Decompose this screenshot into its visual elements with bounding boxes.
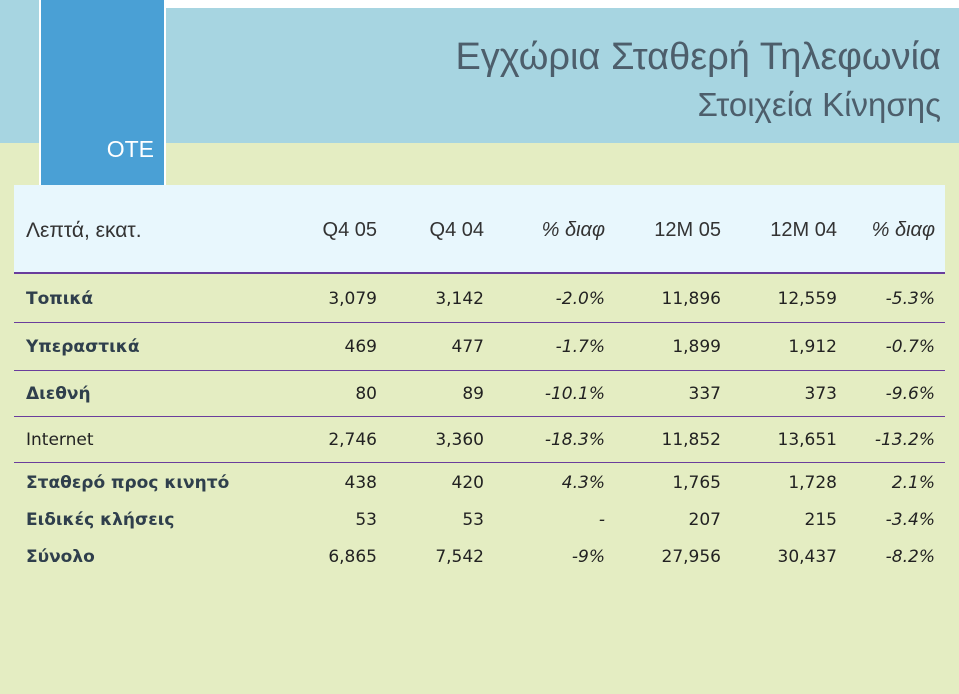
header-label: Λεπτά, εκατ. xyxy=(26,219,142,242)
row-label: Σύνολο xyxy=(26,547,95,567)
table-cell: 215 xyxy=(804,510,837,530)
table-cell: -9.6% xyxy=(885,384,935,404)
table-cell: 11,852 xyxy=(661,430,721,450)
table-cell: 373 xyxy=(804,384,837,404)
table-cell: -18.3% xyxy=(544,430,605,450)
table-cell: 53 xyxy=(355,510,377,530)
table-cell: 89 xyxy=(462,384,484,404)
table-cell: 207 xyxy=(688,510,721,530)
table-cell: 6,865 xyxy=(328,547,377,567)
table-cell: 438 xyxy=(344,473,377,493)
table-cell: -13.2% xyxy=(874,430,935,450)
table-header-band xyxy=(14,185,945,274)
table-cell: 13,651 xyxy=(777,430,837,450)
table-cell: 2,746 xyxy=(328,430,377,450)
table-cell: 1,899 xyxy=(672,337,721,357)
table-cell: 7,542 xyxy=(435,547,484,567)
table-cell: -1.7% xyxy=(555,337,605,357)
table-cell: 80 xyxy=(355,384,377,404)
table-cell: 11,896 xyxy=(661,289,721,309)
table-cell: 337 xyxy=(688,384,721,404)
table-cell: 27,956 xyxy=(661,547,721,567)
table-cell: 3,079 xyxy=(328,289,377,309)
table-cell: 2.1% xyxy=(891,473,935,493)
table-cell: 3,142 xyxy=(435,289,484,309)
logo-box: OTE xyxy=(39,0,166,185)
row-label: Internet xyxy=(26,430,94,450)
row-label: Διεθνή xyxy=(26,384,91,404)
header-pct-diff-12m: % διαφ xyxy=(871,219,935,241)
table-cell: -10.1% xyxy=(544,384,605,404)
table-cell: 1,728 xyxy=(788,473,837,493)
page-title: Εγχώρια Σταθερή Τηλεφωνία xyxy=(455,36,941,78)
row-divider xyxy=(14,416,945,417)
table-cell: 420 xyxy=(451,473,484,493)
table-cell: 3,360 xyxy=(435,430,484,450)
table-cell: -9% xyxy=(571,547,605,567)
table-cell: -2.0% xyxy=(555,289,605,309)
table-cell: 1,912 xyxy=(788,337,837,357)
table-cell: 1,765 xyxy=(672,473,721,493)
table-cell: 30,437 xyxy=(777,547,837,567)
row-divider xyxy=(14,322,945,323)
page-subtitle: Στοιχεία Κίνησης xyxy=(697,86,941,123)
table-cell: -5.3% xyxy=(885,289,935,309)
row-label: Τοπικά xyxy=(26,289,94,309)
row-label: Υπεραστικά xyxy=(26,337,140,357)
table-cell: -3.4% xyxy=(885,510,935,530)
table-cell: -8.2% xyxy=(885,547,935,567)
header-pct-diff-q4: % διαφ xyxy=(541,219,605,241)
table-cell: 4.3% xyxy=(561,473,605,493)
table-cell: -0.7% xyxy=(885,337,935,357)
row-label: Ειδικές κλήσεις xyxy=(26,510,175,530)
header-q4-04: Q4 04 xyxy=(429,219,484,241)
header-12m-04: 12M 04 xyxy=(770,219,837,241)
row-label: Σταθερό προς κινητό xyxy=(26,473,230,493)
top-strip xyxy=(166,0,959,8)
header-12m-05: 12M 05 xyxy=(654,219,721,241)
table-cell: - xyxy=(598,510,605,530)
row-divider xyxy=(14,462,945,463)
row-divider xyxy=(14,370,945,371)
table-cell: 477 xyxy=(451,337,484,357)
header-q4-05: Q4 05 xyxy=(322,219,377,241)
table-cell: 53 xyxy=(462,510,484,530)
table-cell: 469 xyxy=(344,337,377,357)
company-logo-text: OTE xyxy=(106,136,154,162)
table-cell: 12,559 xyxy=(777,289,837,309)
